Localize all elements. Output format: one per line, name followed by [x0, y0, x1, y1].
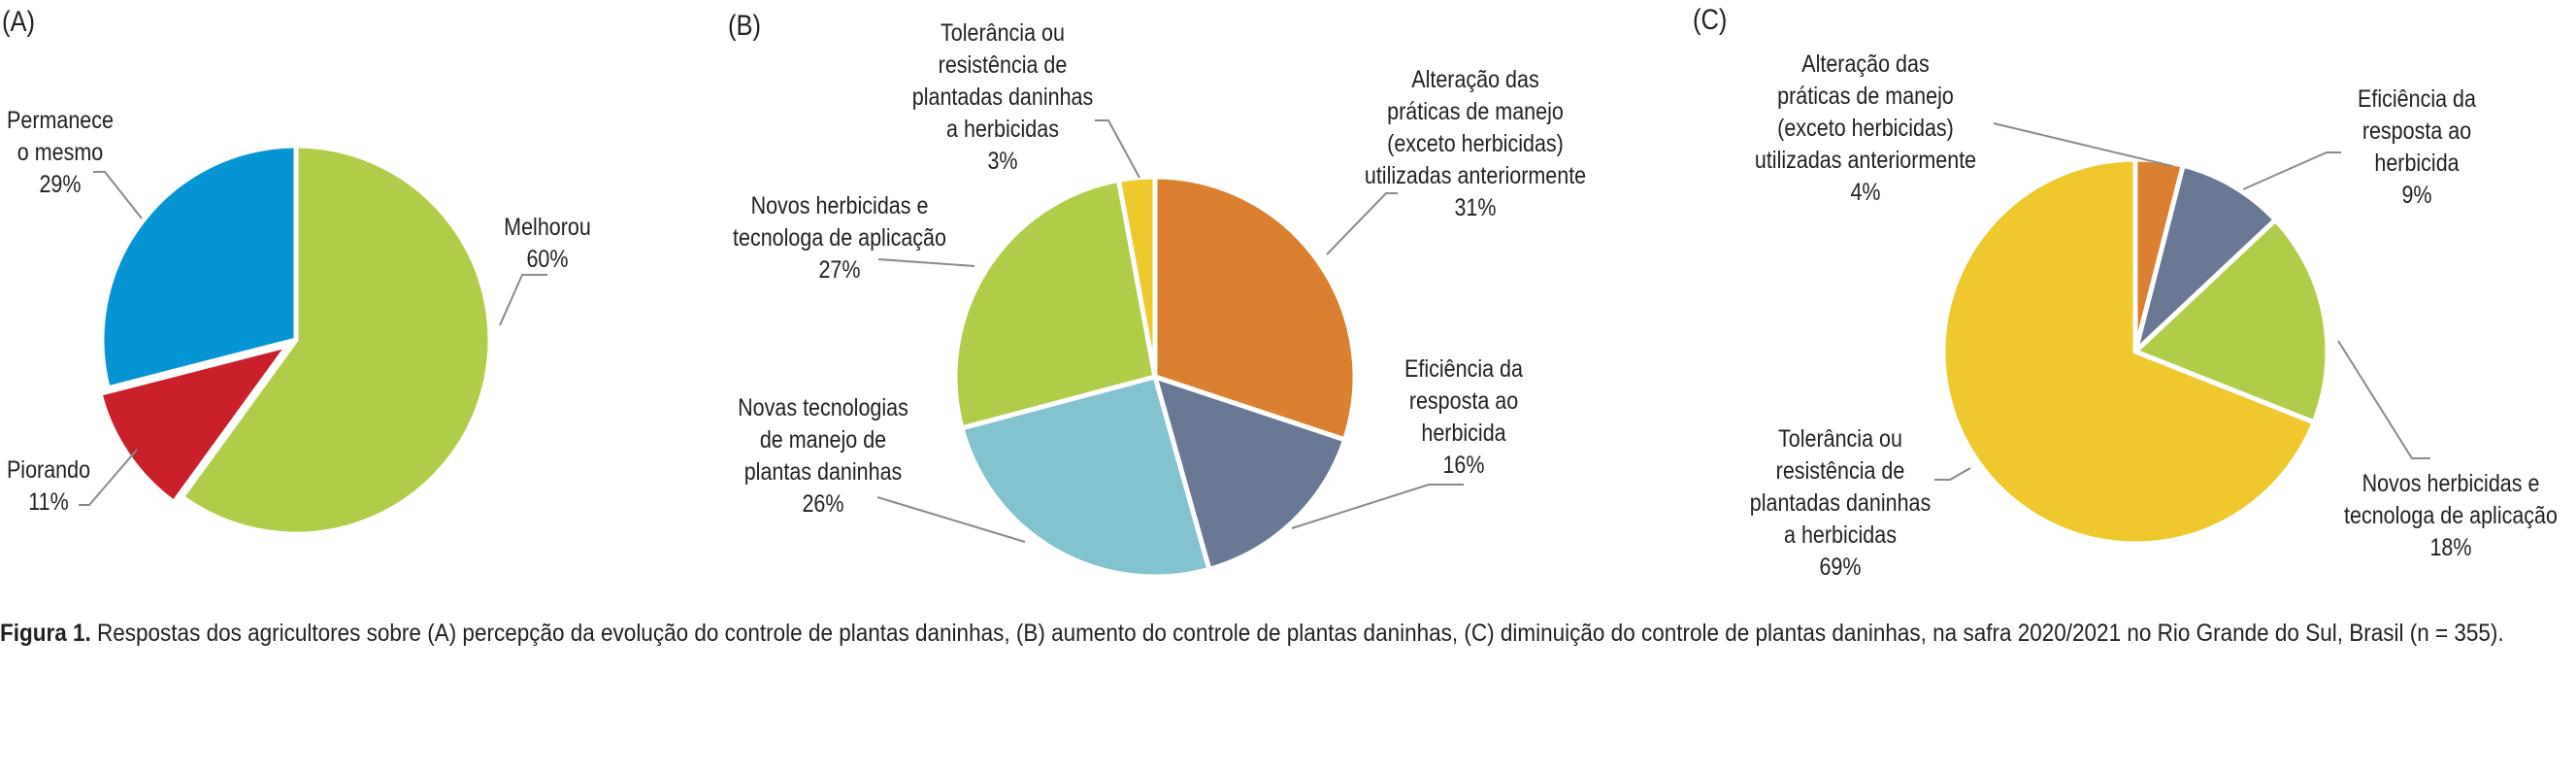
pie-chart-a — [97, 143, 493, 537]
panel-label-b: (B) — [728, 10, 761, 42]
data-label-melhorou: Melhorou 60% — [504, 214, 591, 273]
pie-slice-eficiência-da — [2132, 162, 2278, 354]
figure-caption: Figura 1. Respostas dos agricultores sob… — [0, 614, 2533, 653]
leader-line — [1993, 122, 2173, 167]
leader-line — [2242, 151, 2341, 190]
pie-slice-eficiência-da — [1152, 374, 1348, 572]
panel-label-c: (C) — [1693, 4, 1728, 36]
data-label-tolerancia: Tolerância ou resistência de plantadas d… — [1749, 425, 1932, 581]
leader-line — [1291, 484, 1464, 529]
data-label-permanece: Permanece o mesmo 29% — [7, 107, 114, 198]
data-label-novos-herbicidas: Novos herbicidas e tecnologa de aplicaçã… — [733, 192, 946, 284]
pie-chart-b — [952, 174, 1358, 580]
pie-slice-tolerância-ou — [1940, 156, 2317, 547]
data-label-tolerancia: Tolerância ou resistência de plantadas d… — [911, 19, 1094, 175]
caption-label: Figura 1. — [0, 620, 91, 647]
caption-text: Respostas dos agricultores sobre (A) per… — [90, 620, 2504, 647]
data-label-eficiencia: Eficiência da resposta ao herbicida 16% — [1404, 355, 1523, 479]
leader-line — [1095, 119, 1140, 179]
leader-line — [499, 274, 547, 326]
pie-chart-c — [1940, 156, 2330, 547]
panel-label-a: (A) — [2, 6, 35, 38]
pie-slice-novos-herbicidas — [2132, 217, 2330, 425]
pie-slice-alteração-das — [1152, 174, 1358, 443]
data-label-piorando: Piorando 11% — [6, 456, 91, 516]
leader-line — [877, 258, 975, 267]
data-label-alteracao: Alteração das práticas de manejo (exceto… — [1364, 66, 1587, 221]
pie-slice-piorando — [97, 343, 291, 505]
pie-slice-novas-tecnologias — [959, 374, 1212, 580]
pie-slice-permanece-o — [99, 143, 299, 391]
leader-line — [1326, 192, 1398, 255]
leader-line — [79, 449, 138, 506]
data-label-novos-herbicidas: Novos herbicidas e tecnologa de aplicaçã… — [2344, 470, 2558, 561]
leader-line — [93, 171, 143, 219]
pie-slice-tolerância-ou — [1116, 174, 1158, 380]
data-label-novas-tecnologias: Novas tecnologias de manejo de plantas d… — [738, 394, 908, 518]
pie-slice-melhorou — [179, 143, 493, 537]
pie-slice-novos-herbicidas — [952, 177, 1158, 431]
leader-line — [876, 496, 1026, 543]
leader-line — [1934, 467, 1971, 481]
data-label-alteracao: Alteração das práticas de manejo (exceto… — [1754, 50, 1977, 206]
data-label-eficiencia: Eficiência da resposta ao herbicida 9% — [2358, 85, 2476, 209]
leader-lines — [79, 119, 2430, 543]
leader-line — [2337, 340, 2430, 459]
